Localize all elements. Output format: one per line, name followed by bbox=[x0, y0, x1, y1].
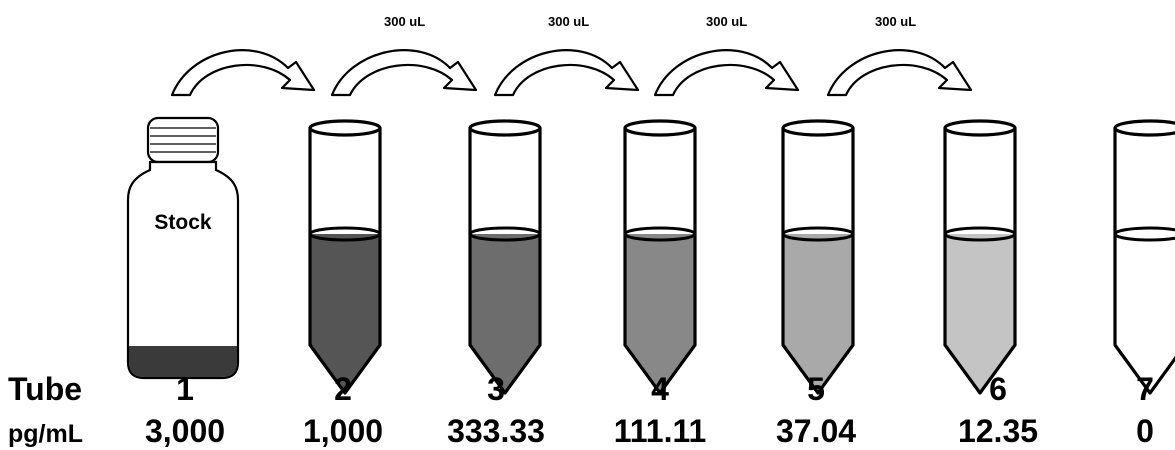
tube-meniscus bbox=[1113, 226, 1175, 242]
stock-label: Stock bbox=[154, 211, 212, 234]
tube-liquid bbox=[945, 234, 1015, 393]
stock-bottle-cap bbox=[146, 116, 220, 164]
tube-meniscus bbox=[308, 226, 382, 242]
tube-rim bbox=[1113, 119, 1175, 137]
tube-number-1: 1 bbox=[176, 371, 194, 407]
tube-meniscus bbox=[468, 226, 542, 242]
tube-concentration-4: 111.11 bbox=[614, 413, 707, 449]
stock-bottle bbox=[126, 116, 240, 380]
stock-bottle-body bbox=[126, 160, 240, 380]
test-tube-3 bbox=[468, 119, 542, 395]
tube-rim bbox=[468, 119, 542, 137]
tube-number-5: 5 bbox=[807, 371, 825, 407]
transfer-label-2: 300 uL bbox=[548, 14, 589, 29]
transfer-label-4: 300 uL bbox=[875, 14, 916, 29]
tube-concentration-7: 0 bbox=[1136, 413, 1154, 449]
arrow-tube2-to-tube3 bbox=[330, 49, 478, 97]
transfer-label-3: 300 uL bbox=[706, 14, 747, 29]
row-label-unit: pg/mL bbox=[8, 420, 83, 448]
tube-rim bbox=[943, 119, 1017, 137]
tube-value-rows: 1 3,000 2 1,000 3 333.33 4 111.11 5 37.04 6 12.35 7 0 bbox=[145, 371, 1154, 449]
row-label-tube: Tube bbox=[8, 371, 82, 407]
test-tube-5 bbox=[781, 119, 855, 395]
stock-bottle-liquid bbox=[129, 346, 237, 377]
tube-number-3: 3 bbox=[487, 371, 505, 407]
tube-liquid bbox=[783, 234, 853, 393]
tube-concentration-6: 12.35 bbox=[958, 413, 1038, 449]
tube-concentration-2: 1,000 bbox=[303, 413, 383, 449]
tube-meniscus bbox=[623, 226, 697, 242]
arrow-tube5-to-tube6 bbox=[826, 49, 973, 97]
tube-rim bbox=[623, 119, 697, 137]
arrow-tube4-to-tube5 bbox=[653, 49, 800, 97]
tube-liquid bbox=[310, 234, 380, 393]
tube-liquid bbox=[470, 234, 540, 393]
tube-rim bbox=[308, 119, 382, 137]
test-tube-7 bbox=[1113, 119, 1175, 395]
tube-concentration-1: 3,000 bbox=[145, 413, 225, 449]
test-tube-6 bbox=[943, 119, 1017, 395]
arrow-stock-to-tube2 bbox=[170, 49, 316, 97]
test-tube-2 bbox=[308, 119, 382, 395]
tube-number-2: 2 bbox=[334, 371, 352, 407]
tubes bbox=[308, 119, 1175, 395]
arrow-tube3-to-tube4 bbox=[493, 49, 640, 97]
tube-concentration-5: 37.04 bbox=[776, 413, 856, 449]
tube-concentration-3: 333.33 bbox=[447, 413, 545, 449]
tube-number-4: 4 bbox=[651, 371, 669, 407]
tube-meniscus bbox=[943, 226, 1017, 242]
tube-rim bbox=[781, 119, 855, 137]
tube-liquid bbox=[625, 234, 695, 393]
tube-number-7: 7 bbox=[1136, 371, 1154, 407]
transfer-label-1: 300 uL bbox=[384, 14, 425, 29]
transfer-arrows bbox=[170, 49, 973, 97]
test-tube-4 bbox=[623, 119, 697, 395]
tube-number-6: 6 bbox=[989, 371, 1007, 407]
tube-meniscus bbox=[781, 226, 855, 242]
